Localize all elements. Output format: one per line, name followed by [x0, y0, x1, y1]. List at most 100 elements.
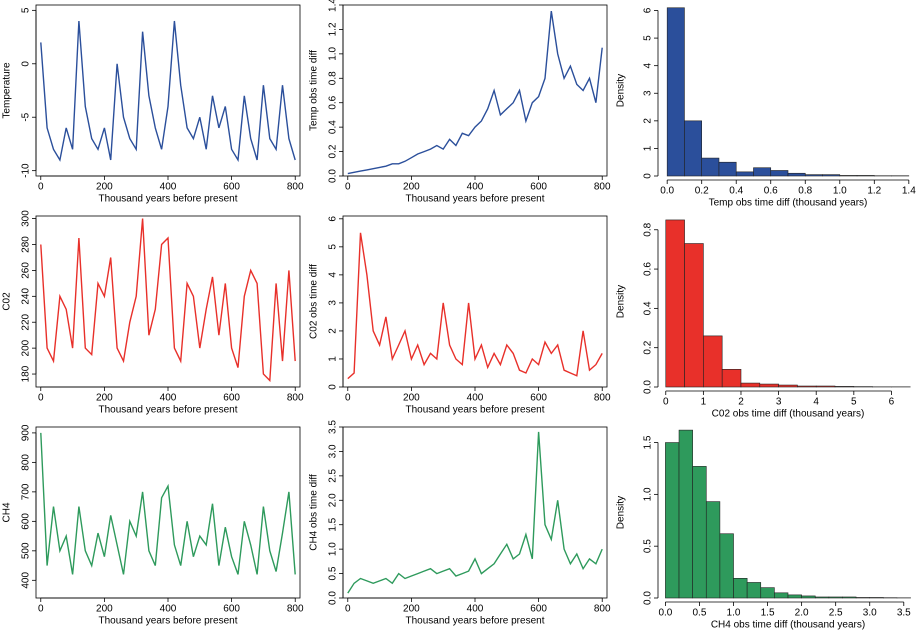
x-tick-label: 600: [223, 604, 240, 615]
x-tick-label: 600: [223, 393, 240, 404]
hist-bar: [869, 597, 884, 599]
x-tick-label: 0: [38, 393, 44, 404]
y-tick-label: 0.5: [328, 566, 339, 580]
x-axis-label: Thousand years before present: [406, 616, 545, 627]
x-tick-label: 0.8: [798, 186, 812, 197]
y-tick-label: 500: [21, 542, 32, 559]
y-tick-label: 0: [643, 173, 654, 179]
x-tick-label: 1.0: [727, 608, 741, 619]
y-tick-label: 3.0: [328, 444, 339, 458]
x-tick-label: 400: [160, 393, 177, 404]
y-axis-label: Density: [616, 285, 627, 318]
x-tick-label: 200: [96, 604, 113, 615]
y-tick-label: 1.5: [643, 435, 654, 449]
hist-bar: [842, 596, 857, 599]
x-axis-label: Thousand years before present: [99, 405, 238, 416]
y-tick-label: 1.0: [328, 46, 339, 60]
y-tick-label: -5: [21, 112, 32, 121]
y-tick-label: 6: [328, 216, 339, 222]
x-tick-label: 400: [467, 393, 484, 404]
x-tick-label: 0: [345, 604, 351, 615]
y-tick-label: 0.6: [643, 262, 654, 276]
y-tick-label: 6: [643, 7, 654, 13]
y-tick-label: 800: [21, 454, 32, 471]
y-axis-label: Temp obs time diff: [309, 50, 320, 131]
y-tick-label: 1.0: [328, 542, 339, 556]
y-tick-label: 5: [643, 35, 654, 41]
y-tick-label: 5: [328, 244, 339, 250]
y-tick-label: 0: [328, 384, 339, 390]
y-tick-label: 1: [643, 145, 654, 151]
hist-bar: [855, 597, 871, 599]
y-tick-label: 2: [328, 328, 339, 334]
y-tick-label: 0.0: [643, 591, 654, 605]
x-tick-label: 200: [403, 393, 420, 404]
x-tick-label: 200: [403, 182, 420, 193]
plot-box: [342, 426, 608, 599]
y-tick-label: 4: [328, 272, 339, 278]
y-tick-label: 0.8: [328, 71, 339, 85]
hist-bar: [778, 384, 798, 388]
x-tick-label: 3.5: [897, 608, 911, 619]
y-tick-label: 2.0: [328, 493, 339, 507]
x-tick-label: 3: [776, 397, 782, 408]
y-tick-label: 0.4: [328, 120, 339, 134]
x-tick-label: 800: [594, 604, 611, 615]
y-tick-label: 240: [21, 288, 32, 305]
y-axis-label: Density: [616, 74, 627, 107]
y-axis-label: Temperature: [2, 62, 13, 119]
y-tick-label: 1.4: [328, 0, 339, 12]
hist-bar: [822, 174, 841, 177]
hist-bar: [684, 243, 704, 388]
hist-bar: [746, 582, 762, 599]
y-tick-label: 0.0: [328, 591, 339, 605]
plot-box: [342, 215, 608, 388]
hist-bar: [678, 429, 693, 599]
y-tick-label: 0.8: [643, 222, 654, 236]
y-tick-label: 5: [21, 7, 32, 13]
x-tick-label: 800: [594, 393, 611, 404]
hist-bar: [703, 335, 723, 388]
x-axis-label: Thousand years before present: [406, 405, 545, 416]
y-tick-label: 0.5: [643, 539, 654, 553]
hist-bar: [815, 385, 836, 388]
y-tick-label: 0.6: [328, 95, 339, 109]
x-tick-label: 0.6: [764, 186, 778, 197]
hist-bar: [719, 533, 734, 599]
y-axis-label: CH4 obs time diff: [309, 474, 320, 551]
data-line: [347, 10, 603, 175]
hist-bar: [735, 171, 754, 177]
x-tick-label: 0.0: [658, 608, 672, 619]
x-tick-label: 1.2: [867, 186, 881, 197]
x-tick-label: 400: [467, 182, 484, 193]
data-line: [347, 431, 603, 594]
x-tick-label: 2: [738, 397, 744, 408]
hist-bar: [839, 175, 858, 177]
x-tick-label: 0.2: [695, 186, 709, 197]
x-tick-label: 600: [530, 604, 547, 615]
x-tick-label: 200: [403, 604, 420, 615]
y-tick-label: 300: [21, 210, 32, 227]
y-tick-label: 2.5: [328, 468, 339, 482]
x-tick-label: 0: [663, 397, 669, 408]
y-tick-label: 0.0: [643, 380, 654, 394]
hist-bar: [692, 466, 707, 599]
y-axis-label: C02: [2, 292, 13, 311]
x-tick-label: 2.0: [795, 608, 809, 619]
hist-bar: [797, 385, 817, 388]
hist-bar: [804, 174, 823, 177]
y-tick-label: 3: [328, 300, 339, 306]
y-tick-label: 0.4: [643, 301, 654, 315]
x-tick-label: 400: [160, 182, 177, 193]
x-tick-label: 600: [530, 393, 547, 404]
hist-bar: [718, 161, 737, 177]
hist-bar: [753, 167, 772, 177]
data-line: [40, 218, 296, 383]
x-tick-label: 1.4: [902, 186, 916, 197]
y-axis-label: CH4: [2, 502, 13, 522]
hist-bar: [733, 578, 748, 599]
x-tick-label: 800: [287, 393, 304, 404]
y-tick-label: 900: [21, 424, 32, 441]
x-tick-label: 800: [594, 182, 611, 193]
x-tick-label: 600: [223, 182, 240, 193]
